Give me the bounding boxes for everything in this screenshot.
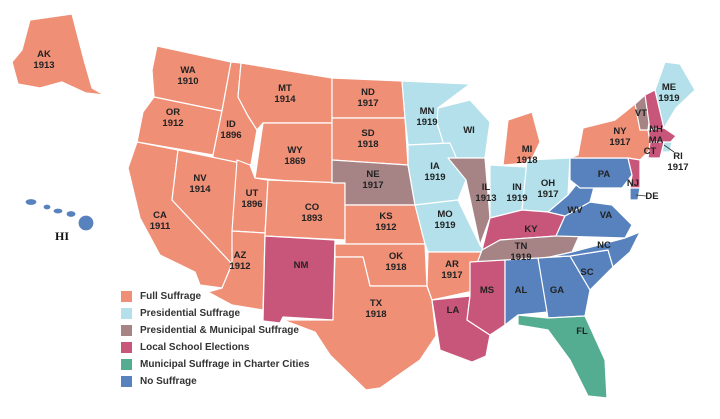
label-ME: ME 1919 xyxy=(658,82,679,104)
label-MI: MI 1918 xyxy=(516,144,537,166)
legend-swatch xyxy=(121,342,132,353)
label-NE: NE 1917 xyxy=(362,169,383,191)
map-legend: Full Suffrage Presidential Suffrage Pres… xyxy=(121,288,321,390)
state-AR xyxy=(426,251,483,301)
label-RI: RI 1917 xyxy=(667,151,688,173)
label-NY: NY 1917 xyxy=(609,126,630,148)
legend-item-charter: Municipal Suffrage in Charter Cities xyxy=(121,356,321,373)
state-AL xyxy=(504,257,549,326)
label-VT: VT xyxy=(635,108,647,119)
legend-swatch xyxy=(121,308,132,319)
label-DE: DE xyxy=(645,191,658,202)
ri-leader-line xyxy=(663,144,675,153)
label-OR: OR 1912 xyxy=(162,107,183,129)
label-NH: NH xyxy=(649,124,663,135)
label-NJ: NJ xyxy=(627,178,639,189)
legend-label: Municipal Suffrage in Charter Cities xyxy=(140,359,310,370)
label-MN: MN 1919 xyxy=(416,106,437,128)
state-labels: AK 1913 HI WA 1910 OR 1912 CA 1911 ID 1896 NV… xyxy=(33,49,688,337)
label-ND: ND 1917 xyxy=(357,87,378,109)
legend-item-presidential: Presidential Suffrage xyxy=(121,305,321,322)
label-CO: CO 1893 xyxy=(301,202,322,224)
state-IL xyxy=(447,157,491,246)
legend-item-full: Full Suffrage xyxy=(121,288,321,305)
label-WY: WY 1869 xyxy=(284,145,305,167)
state-AK xyxy=(11,13,105,96)
label-GA: GA xyxy=(550,285,564,296)
legend-item-pres-municipal: Presidential & Municipal Suffrage xyxy=(121,322,321,339)
label-NC: NC xyxy=(597,240,611,251)
label-NM: NM xyxy=(294,260,309,271)
label-TN: TN 1919 xyxy=(510,241,531,263)
label-CA: CA 1911 xyxy=(150,210,171,232)
label-IN: IN 1919 xyxy=(506,182,527,204)
state-TX xyxy=(282,256,437,391)
label-PA: PA xyxy=(598,169,611,180)
label-OH: OH 1917 xyxy=(537,178,558,200)
state-OR xyxy=(136,96,223,156)
label-VA: VA xyxy=(600,210,613,221)
label-AZ: AZ 1912 xyxy=(229,250,250,272)
label-MS: MS xyxy=(480,285,494,296)
legend-item-none: No Suffrage xyxy=(121,373,321,390)
legend-label: No Suffrage xyxy=(140,376,197,387)
label-LA: LA xyxy=(447,305,460,316)
legend-label: Presidential Suffrage xyxy=(140,308,241,319)
label-TX: TX 1918 xyxy=(365,298,386,320)
label-KY: KY xyxy=(524,224,538,235)
state-MI xyxy=(502,111,541,166)
label-SD: SD 1918 xyxy=(357,128,378,150)
label-WV: WV xyxy=(567,205,583,216)
label-MA: MA xyxy=(649,135,664,146)
state-CT xyxy=(647,141,665,159)
label-MO: MO 1919 xyxy=(434,209,455,231)
legend-swatch xyxy=(121,325,132,336)
state-FL xyxy=(517,314,608,399)
legend-swatch xyxy=(121,376,132,387)
label-OK: OK 1918 xyxy=(385,251,406,273)
label-CT: CT xyxy=(644,146,657,157)
state-MS xyxy=(466,259,506,336)
label-WI: WI xyxy=(463,125,475,136)
label-AL: AL xyxy=(515,285,528,296)
label-FL: FL xyxy=(576,326,588,337)
label-ID: ID 1896 xyxy=(220,119,241,141)
state-DE xyxy=(629,187,641,201)
label-AR: AR 1917 xyxy=(441,259,462,281)
legend-item-school: Local School Elections xyxy=(121,339,321,356)
legend-label: Local School Elections xyxy=(140,342,250,353)
state-HI xyxy=(24,197,95,232)
legend-swatch xyxy=(121,359,132,370)
label-IA: IA 1919 xyxy=(424,161,445,183)
label-NV: NV 1914 xyxy=(189,173,211,195)
label-AK: AK 1913 xyxy=(33,49,54,71)
label-KS: KS 1912 xyxy=(375,211,396,233)
state-MA xyxy=(647,127,677,146)
label-UT: UT 1896 xyxy=(241,188,262,210)
de-leader-line xyxy=(635,194,647,197)
label-SC: SC xyxy=(580,267,593,278)
label-MT: MT 1914 xyxy=(274,83,296,105)
label-WA: WA 1910 xyxy=(177,65,198,87)
legend-label: Full Suffrage xyxy=(140,291,202,302)
legend-label: Presidential & Municipal Suffrage xyxy=(140,325,299,336)
legend-swatch xyxy=(121,291,132,302)
state-NC xyxy=(549,231,641,268)
label-HI: HI xyxy=(55,229,69,243)
label-IL: IL 1913 xyxy=(475,182,496,204)
state-NM xyxy=(262,235,336,324)
